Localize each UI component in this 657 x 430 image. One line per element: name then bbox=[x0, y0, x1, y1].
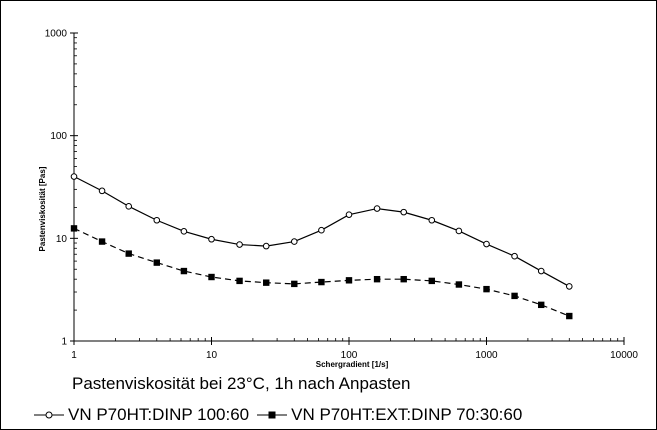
chart-note: Pastenviskosität bei 23°C, 1h nach Anpas… bbox=[72, 374, 411, 393]
series-2-point bbox=[511, 292, 518, 300]
legend-item-series-2: VN P70HT:EXT:DINP 70:30:60 bbox=[257, 405, 522, 425]
series-1-point bbox=[70, 173, 78, 180]
series-2-point bbox=[153, 259, 160, 266]
series-2-point bbox=[236, 277, 243, 285]
series-2-point bbox=[373, 275, 381, 283]
legend-label-series-2: VN P70HT:EXT:DINP 70:30:60 bbox=[291, 405, 523, 424]
series-2-point bbox=[566, 312, 573, 320]
series-1-point bbox=[565, 283, 573, 290]
y-tick-label: 100 bbox=[50, 131, 67, 142]
series-2-point bbox=[208, 273, 215, 281]
y-tick-label: 1 bbox=[61, 337, 67, 348]
x-tick-label: 1 bbox=[71, 350, 77, 361]
y-tick-label: 1000 bbox=[45, 29, 68, 40]
x-tick-label: 1000 bbox=[475, 350, 498, 361]
series-1-point bbox=[483, 240, 490, 248]
series-2-point bbox=[291, 280, 298, 288]
series-2-point bbox=[318, 278, 325, 286]
series-1-point bbox=[455, 227, 463, 235]
legend: VN P70HT:DINP 100:60 VN P70HT:EXT:DINP 7… bbox=[34, 404, 530, 426]
y-axis-title: Pastenviskosität [Pas] bbox=[38, 166, 47, 251]
chart-svg: 1 10 100 1000 1 10 100 1000 10000 Schergradient [… bbox=[38, 29, 638, 370]
series-2-point bbox=[483, 285, 490, 293]
y-tick-label: 10 bbox=[56, 234, 68, 245]
series-1-point bbox=[318, 226, 325, 234]
series-2-point bbox=[400, 275, 407, 283]
series-1-point bbox=[180, 228, 188, 235]
series-2-point bbox=[125, 250, 132, 257]
x-tick-label: 10 bbox=[206, 350, 218, 361]
series-1-point bbox=[236, 241, 243, 248]
series-1-point bbox=[125, 203, 133, 210]
series-1-point bbox=[98, 187, 106, 195]
series-1-point bbox=[537, 267, 545, 275]
legend-marker-filled-square-icon bbox=[257, 411, 288, 419]
series-1-point bbox=[345, 211, 353, 218]
x-axis-title: Schergradient [1/s] bbox=[316, 360, 389, 369]
series-1-point bbox=[290, 238, 298, 245]
legend-item-series-1: VN P70HT:DINP 100:60 bbox=[34, 405, 249, 425]
series-1-point bbox=[511, 252, 518, 260]
x-tick-label: 10000 bbox=[610, 350, 638, 361]
series-1-point bbox=[262, 242, 270, 250]
series-1-point bbox=[153, 216, 161, 224]
series-2-line bbox=[73, 227, 570, 317]
series-2-point bbox=[70, 225, 78, 232]
series-1-point bbox=[208, 235, 215, 243]
series-2-point bbox=[345, 277, 353, 284]
series-2-point bbox=[455, 281, 463, 288]
series-1-point bbox=[400, 208, 408, 216]
series-2-point bbox=[263, 279, 270, 286]
legend-marker-open-circle-icon bbox=[34, 411, 64, 419]
series-2-point bbox=[98, 238, 106, 245]
series-2-point bbox=[538, 301, 545, 309]
x-tick-label: 100 bbox=[341, 350, 358, 361]
series-1-point bbox=[373, 205, 381, 212]
series-2-point bbox=[180, 267, 188, 275]
series-1-point bbox=[428, 216, 436, 224]
series-2-point bbox=[428, 277, 435, 285]
legend-label-series-1: VN P70HT:DINP 100:60 bbox=[68, 405, 250, 424]
